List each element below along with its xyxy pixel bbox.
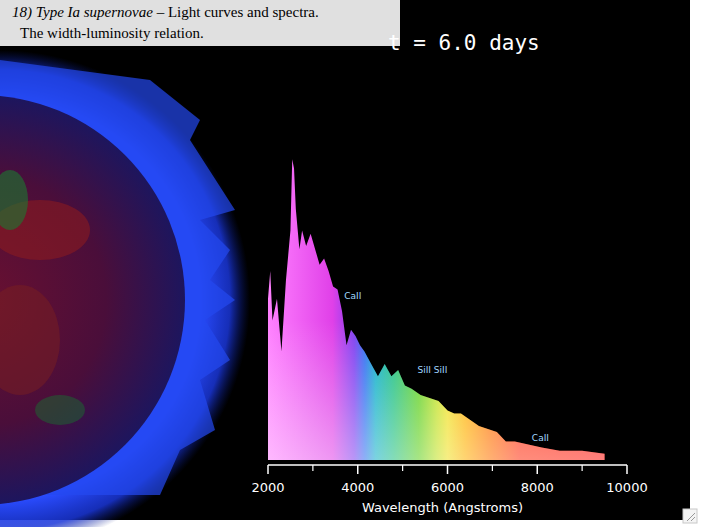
title: 18) Type Ia supernovae – Light curves an… xyxy=(12,4,319,21)
x-tick xyxy=(626,465,628,474)
x-minor-tick xyxy=(312,465,313,471)
resize-grip xyxy=(683,509,697,523)
x-minor-tick xyxy=(402,465,403,471)
title-rest: – Light curves and spectra. xyxy=(153,4,319,20)
x-tick xyxy=(537,465,539,474)
slide: 18) Type Ia supernovae – Light curves an… xyxy=(0,0,703,527)
supernova-image xyxy=(0,50,250,527)
plot-area xyxy=(268,159,605,460)
x-tick xyxy=(267,465,269,474)
time-label: t = 6.0 days xyxy=(388,31,540,55)
x-tick-label: 6000 xyxy=(431,480,464,495)
x-minor-tick xyxy=(582,465,583,471)
x-tick-label: 8000 xyxy=(521,480,554,495)
spectrum-shading xyxy=(268,159,605,460)
line-label: CaII xyxy=(532,433,549,443)
line-label: SiII SiII xyxy=(417,365,447,375)
x-tick-label: 10000 xyxy=(606,480,647,495)
title-band xyxy=(0,0,400,46)
x-tick-label: 4000 xyxy=(341,480,374,495)
subtitle: The width-luminosity relation. xyxy=(20,25,204,41)
x-tick xyxy=(357,465,359,474)
x-minor-tick xyxy=(492,465,493,471)
spectrum-area xyxy=(268,159,605,460)
x-tick xyxy=(447,465,449,474)
line-label: CaII xyxy=(344,291,361,301)
x-tick-label: 2000 xyxy=(251,480,284,495)
title-part: 18) Type Ia supernovae xyxy=(12,4,153,21)
x-axis-title: Wavelength (Angstroms) xyxy=(362,500,523,515)
